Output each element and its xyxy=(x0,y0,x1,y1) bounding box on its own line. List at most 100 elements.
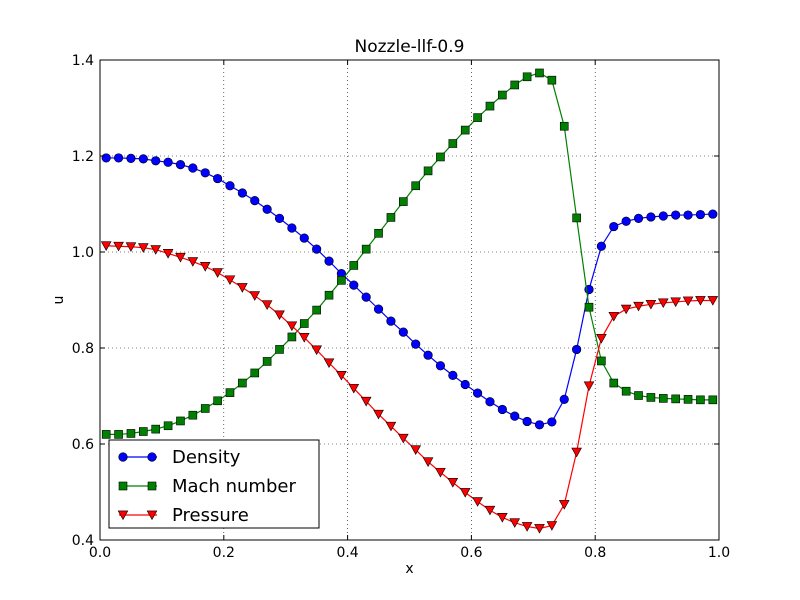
y-tick-label: 0.8 xyxy=(72,341,94,357)
data-point xyxy=(696,395,705,405)
x-tick-label: 0.8 xyxy=(584,545,606,561)
legend-marker xyxy=(147,452,157,462)
data-point xyxy=(113,153,124,163)
series-pressure xyxy=(100,241,719,534)
data-point xyxy=(459,488,471,498)
data-point xyxy=(671,394,680,404)
data-point xyxy=(682,296,694,307)
data-point xyxy=(484,505,496,516)
data-point xyxy=(435,467,446,478)
x-tick-label: 1.0 xyxy=(708,545,730,561)
data-point xyxy=(298,333,310,343)
data-point xyxy=(646,212,656,222)
data-point xyxy=(225,181,235,191)
legend-label: Pressure xyxy=(172,505,249,526)
data-point xyxy=(374,228,383,238)
x-tick-label: 0.4 xyxy=(336,545,358,561)
data-point xyxy=(299,233,309,243)
data-point xyxy=(485,397,495,407)
data-point xyxy=(558,500,570,510)
data-point xyxy=(162,249,174,259)
chart-title: Nozzle-llf-0.9 xyxy=(355,37,465,57)
data-point xyxy=(150,245,162,255)
data-point xyxy=(287,223,297,233)
data-point xyxy=(423,350,433,360)
data-point xyxy=(472,388,483,398)
data-point xyxy=(224,275,236,286)
data-point xyxy=(657,298,669,309)
data-point xyxy=(249,291,261,301)
data-point xyxy=(349,280,359,290)
data-point xyxy=(151,424,161,434)
data-point xyxy=(261,300,273,310)
y-axis-label: u xyxy=(51,296,67,305)
data-point xyxy=(547,75,557,85)
data-point xyxy=(658,394,668,403)
y-tick-label: 1.0 xyxy=(72,245,94,261)
data-point xyxy=(101,430,111,439)
data-point xyxy=(100,241,112,251)
data-point xyxy=(473,113,482,122)
data-point xyxy=(386,213,396,222)
data-point xyxy=(472,497,483,507)
data-point xyxy=(299,319,309,328)
data-point xyxy=(126,429,136,438)
data-point xyxy=(597,356,606,366)
x-tick-label: 0.6 xyxy=(460,545,482,561)
data-point xyxy=(398,433,409,444)
data-point xyxy=(114,430,123,439)
data-point xyxy=(534,524,545,534)
data-point xyxy=(522,72,532,82)
data-point xyxy=(386,316,396,326)
legend-marker xyxy=(118,481,128,491)
y-tick-label: 1.4 xyxy=(72,53,94,69)
data-point xyxy=(584,302,594,312)
data-point xyxy=(188,163,198,173)
y-tick-label: 0.6 xyxy=(72,437,94,453)
x-tick-label: 0.2 xyxy=(213,545,235,561)
data-point xyxy=(460,379,470,390)
data-point xyxy=(324,290,334,300)
data-point xyxy=(596,241,606,251)
data-point xyxy=(658,211,668,221)
data-point xyxy=(275,345,284,354)
data-point xyxy=(287,332,297,342)
data-point xyxy=(385,421,397,432)
legend-box xyxy=(108,439,320,529)
data-point xyxy=(274,310,285,321)
data-point xyxy=(126,153,136,163)
data-point xyxy=(695,296,706,306)
series-density xyxy=(101,153,718,430)
data-point xyxy=(522,416,532,427)
series-layer xyxy=(100,68,719,534)
data-point xyxy=(646,393,656,402)
data-point xyxy=(633,213,644,223)
data-point xyxy=(213,173,223,184)
data-point xyxy=(237,283,248,293)
data-point xyxy=(546,521,558,531)
data-point xyxy=(447,478,459,488)
data-point xyxy=(633,301,644,312)
data-point xyxy=(534,420,545,430)
ticks: 0.0 0.2 0.4 0.6 0.8 1.0 0.4 0.6 0.8 1.0 1.2 1.4 xyxy=(72,53,730,561)
data-point xyxy=(559,394,569,404)
data-point xyxy=(510,80,520,90)
data-point xyxy=(200,168,210,178)
data-point xyxy=(348,383,360,394)
data-point xyxy=(250,368,260,378)
data-point xyxy=(572,344,582,355)
data-point xyxy=(634,391,643,400)
series-mach-number xyxy=(101,68,718,439)
data-point xyxy=(125,242,137,252)
data-point xyxy=(212,268,223,278)
legend-marker xyxy=(146,510,158,521)
data-point xyxy=(448,370,458,380)
data-point xyxy=(621,216,631,226)
data-point xyxy=(422,457,434,467)
data-point xyxy=(398,327,408,337)
data-point xyxy=(497,404,507,415)
data-point xyxy=(620,304,632,315)
data-point xyxy=(373,304,384,314)
data-point xyxy=(498,90,507,100)
